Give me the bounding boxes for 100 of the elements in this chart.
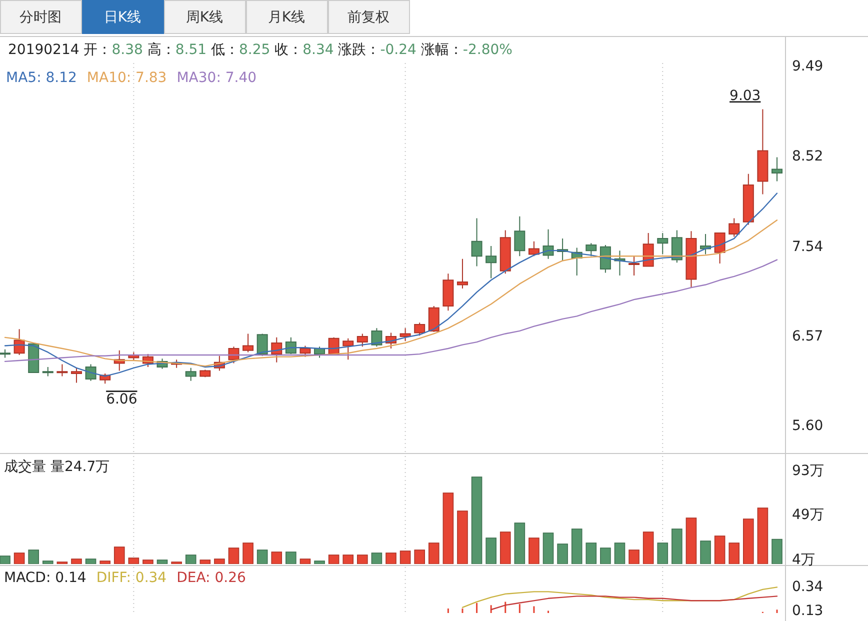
candlestick [586,242,597,257]
bar [271,552,282,564]
bar [286,552,296,564]
bar [256,550,268,564]
candlestick [28,342,40,374]
bar [571,528,582,564]
candlestick [285,336,296,355]
annotation: 6.06 [106,392,138,408]
line-series [4,219,778,367]
bar [214,558,225,564]
candlestick [300,345,311,358]
text: DIFF: 0.34 [96,570,167,586]
candlestick [400,328,411,342]
candlestick [514,216,526,257]
bar [386,552,396,564]
text: DEA: 0.26 [176,570,246,586]
bar [486,538,496,564]
candlestick [486,245,497,279]
candlestick [600,244,611,274]
candlestick [42,366,54,377]
candlestick [442,273,454,312]
bar [700,540,711,564]
y-tick-label: 4万 [792,552,815,568]
annotation: 9.03 [730,88,761,104]
candlestick [371,328,382,348]
chart-title: 成交量 量24.7万 [4,459,110,475]
tab: 前复权 [328,0,410,34]
line-series [490,596,778,610]
chart-title: 20190214 开：8.38 高：8.51 低：8.25 收：8.34 涨跌：-0.24 涨幅：-2.80% [8,42,512,58]
bar [200,560,211,564]
bar [71,558,82,564]
bar [242,542,254,564]
bar [728,542,740,564]
bar [428,542,440,564]
bar [14,552,25,564]
bar [300,558,311,564]
tab: 月K线 [246,0,328,34]
bar [185,554,196,564]
bar [757,508,768,564]
bar [614,542,626,564]
bar [42,560,54,564]
candlestick [757,108,768,195]
candlestick [528,240,540,257]
candlestick [642,232,654,267]
bar [100,560,110,564]
bar [400,550,411,564]
bar [686,518,697,564]
candlestick [500,230,511,274]
bar [371,552,382,564]
candlestick [671,230,682,264]
candlestick [542,228,554,260]
candlestick [200,369,211,378]
candlestick [728,218,740,238]
y-tick-label: 49万 [792,507,824,523]
text: MA10: 7.83 [86,70,167,86]
bar [314,560,325,564]
line-series [4,259,778,362]
y-tick-label: 0.13 [792,602,824,619]
line-series [4,192,778,377]
candlestick [0,348,11,358]
bar [600,548,611,564]
bar [500,532,511,564]
text: MA5: 8.12 [6,70,77,86]
bar [328,554,340,564]
bar [714,536,726,564]
candlestick [771,156,783,182]
bar [457,510,468,564]
y-tick-label: 8.52 [792,148,824,164]
bar [156,560,168,564]
bar [628,550,640,564]
y-tick-label: 5.60 [792,418,824,434]
bar [557,544,568,564]
bar [28,550,39,564]
candlestick [356,333,368,348]
bar [586,542,597,564]
candlestick [742,173,754,226]
bar [228,548,240,564]
y-tick-label: 9.49 [792,58,824,75]
bar [128,558,140,564]
candlestick [471,218,482,267]
candlestick [428,306,440,332]
bar [657,542,668,564]
bar [85,558,96,564]
candlestick [70,367,82,384]
bar [142,560,154,564]
candlestick [714,232,726,264]
bar [672,528,682,564]
candlestick [242,333,254,353]
bar [342,554,354,564]
bar [528,538,540,564]
y-tick-label: 6.57 [792,328,824,344]
candlestick [657,232,668,255]
bar [542,532,554,564]
bar [514,522,526,564]
chart-title: MACD: 0.14 [4,570,86,586]
y-tick-label: 93万 [792,463,824,479]
candlestick [14,328,25,356]
text: MA30: 7.40 [176,70,257,86]
candlestick [228,346,240,364]
candlestick [628,256,640,276]
